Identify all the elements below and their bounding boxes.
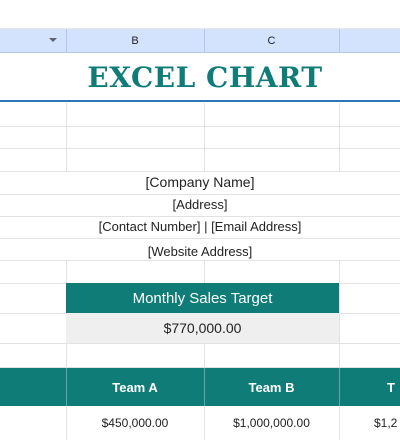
company-name-cell[interactable]: [Company Name] [145, 174, 255, 190]
address-cell[interactable]: [Address] [172, 197, 228, 212]
column-header-c[interactable]: C [204, 29, 339, 53]
row-gridline [0, 367, 400, 368]
team-b-header[interactable]: Team B [248, 379, 295, 395]
column-gridline [204, 343, 205, 368]
team-a-value[interactable]: $450,000.00 [101, 416, 169, 430]
sales-target-label[interactable]: Monthly Sales Target [66, 283, 339, 313]
column-gridline [339, 103, 340, 171]
row-gridline [0, 238, 400, 239]
column-gridline [66, 406, 67, 440]
team-header-divider [204, 368, 205, 406]
column-gridline [66, 103, 67, 171]
team-header-divider [339, 368, 340, 406]
column-divider[interactable] [339, 29, 340, 53]
column-gridline [66, 343, 67, 368]
toolbar-strip [0, 0, 400, 29]
title-row [0, 53, 400, 102]
team-c-value[interactable]: $1,2 [374, 416, 398, 430]
website-cell[interactable]: [Website Address] [147, 244, 253, 259]
row-gridline [0, 126, 400, 127]
team-b-value[interactable]: $1,000,000.00 [233, 416, 310, 430]
column-gridline [339, 343, 340, 368]
column-header-b-label: B [131, 34, 139, 47]
column-header-d[interactable] [339, 29, 400, 53]
column-gridline [204, 406, 205, 440]
column-divider[interactable] [204, 29, 205, 53]
team-a-header[interactable]: Team A [112, 379, 158, 395]
column-divider[interactable] [66, 29, 67, 53]
row-gridline [0, 171, 400, 172]
row-gridline [0, 260, 400, 261]
sales-target-value[interactable]: $770,000.00 [66, 313, 339, 343]
column-gridline [339, 283, 340, 343]
team-header-divider [66, 368, 67, 406]
column-gridline [66, 260, 67, 283]
row-gridline [0, 148, 400, 149]
column-gridline [204, 103, 205, 171]
contact-cell[interactable]: [Contact Number] | [Email Address] [98, 219, 302, 234]
column-header-c-label: C [267, 34, 276, 47]
row-gridline [0, 194, 400, 195]
column-gridline [339, 260, 340, 283]
sheet-title[interactable]: EXCEL CHART [87, 61, 323, 94]
row-gridline [0, 216, 400, 217]
dropdown-arrow-icon[interactable] [49, 38, 57, 42]
column-header-b[interactable]: B [66, 29, 204, 53]
column-gridline [339, 406, 340, 440]
row-gridline [0, 343, 400, 344]
column-gridline [204, 260, 205, 283]
team-c-header[interactable]: T [387, 379, 395, 395]
